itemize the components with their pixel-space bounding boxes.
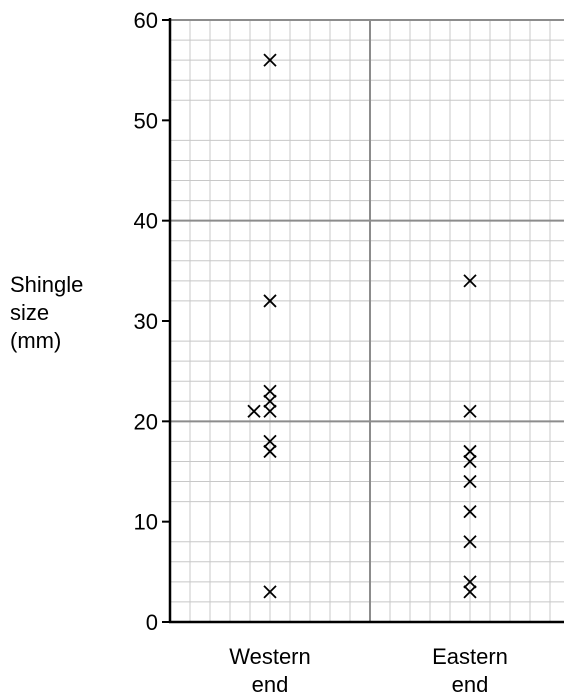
data-point-cross <box>263 384 277 398</box>
y-tick-label: 30 <box>134 309 158 334</box>
data-point-cross <box>263 394 277 408</box>
data-point-cross <box>463 454 477 469</box>
x-category-label: Eastern <box>432 644 508 669</box>
y-tick-label: 10 <box>134 510 158 535</box>
data-point-cross <box>247 404 261 418</box>
x-category-labels: Western end Eastern end <box>229 644 508 697</box>
data-point-cross <box>463 575 477 589</box>
y-axis-label-line: (mm) <box>10 328 61 353</box>
data-point-cross <box>263 53 277 67</box>
y-axis-label-line: size <box>10 300 49 325</box>
data-point-cross <box>463 274 477 288</box>
y-axis-label-line: Shingle <box>10 272 83 297</box>
y-tick-label: 40 <box>134 209 158 234</box>
data-point-cross <box>263 585 277 599</box>
x-category-label: end <box>252 672 289 697</box>
data-point-cross <box>463 535 477 549</box>
y-tick-label: 20 <box>134 409 158 434</box>
y-tick-label: 50 <box>134 108 158 133</box>
data-point-cross <box>463 404 477 418</box>
data-point-cross <box>263 434 277 449</box>
data-point-cross <box>263 444 277 459</box>
data-point-cross <box>263 404 277 418</box>
y-tick-label: 60 <box>134 8 158 33</box>
y-tick-label: 0 <box>146 610 158 635</box>
y-axis-label: Shingle size (mm) <box>10 272 83 353</box>
y-tick-labels: 0 10 20 30 40 50 60 <box>134 8 158 635</box>
data-points <box>247 53 477 599</box>
grid <box>170 19 564 622</box>
data-point-cross <box>463 585 477 599</box>
x-category-label: Western <box>229 644 311 669</box>
data-point-cross <box>463 504 477 519</box>
axes <box>162 18 564 624</box>
x-category-label: end <box>452 672 489 697</box>
data-point-cross <box>463 474 477 489</box>
data-point-cross <box>263 294 277 308</box>
data-point-cross <box>463 444 477 459</box>
